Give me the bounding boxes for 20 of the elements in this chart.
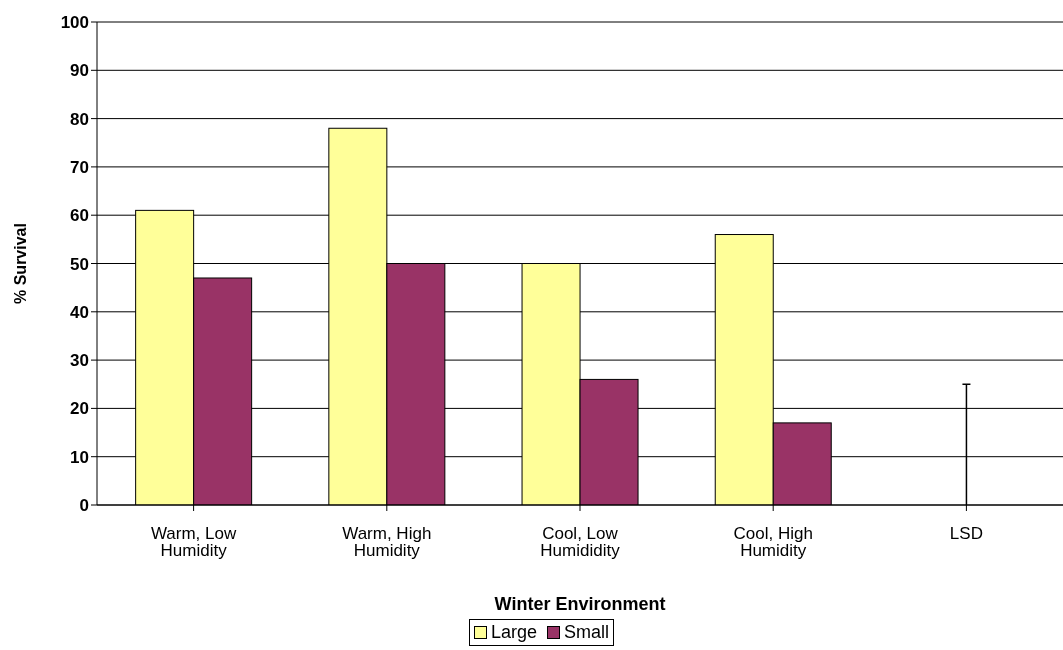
x-tick-label: Cool, Low Humididity xyxy=(540,524,621,561)
y-axis-title: % Survival xyxy=(11,223,29,304)
y-tick-label: 90 xyxy=(70,61,89,81)
legend-label: Small xyxy=(563,622,610,643)
y-tick-label: 10 xyxy=(70,447,89,467)
y-tick-label: 80 xyxy=(70,109,89,129)
y-tick-label: 20 xyxy=(70,399,89,419)
y-tick-label: 60 xyxy=(70,206,89,226)
y-tick-label: 30 xyxy=(70,351,89,371)
x-tick-label: LSD xyxy=(949,524,983,544)
x-axis-title: Winter Environment xyxy=(494,593,666,614)
x-tick-label: Cool, High Humidity xyxy=(733,524,813,561)
y-tick-label: 0 xyxy=(79,496,89,516)
y-tick-label: 70 xyxy=(70,157,89,177)
y-tick-label: 40 xyxy=(70,302,89,322)
x-tick-label: Warm, Low Humidity xyxy=(150,524,237,561)
y-tick-label: 100 xyxy=(60,13,89,33)
y-tick-label: 50 xyxy=(70,254,89,274)
legend-label: Large xyxy=(489,622,538,643)
x-tick-label: Warm, High Humidity xyxy=(342,524,432,561)
